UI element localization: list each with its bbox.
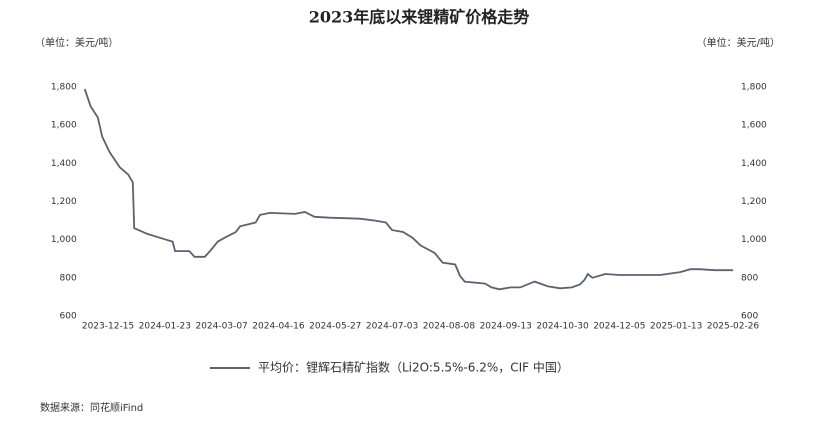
y-tick-label: 1,800	[51, 83, 77, 93]
x-tick-label: 2024-01-23	[139, 322, 191, 332]
x-tick-label: 2024-10-30	[536, 322, 589, 332]
y-tick-label: 1,400	[51, 159, 77, 169]
y2-tick-label: 1,600	[741, 121, 767, 131]
source-note: 数据来源：同花顺iFind	[40, 401, 143, 414]
y-tick-label: 1,600	[51, 121, 77, 131]
y-tick-label: 1,000	[51, 235, 77, 245]
y-tick-label: 800	[60, 273, 77, 283]
y2-tick-label: 600	[741, 312, 758, 322]
x-tick-label: 2023-12-15	[82, 322, 134, 332]
x-tick-label: 2024-09-13	[480, 322, 532, 332]
legend-label: 平均价：锂辉石精矿指数（Li2O:5.5%-6.2%，CIF 中国）	[258, 360, 569, 375]
x-tick-label: 2025-02-26	[707, 322, 760, 332]
x-tick-label: 2025-01-13	[650, 322, 702, 332]
x-tick-label: 2024-12-05	[593, 322, 645, 332]
chart-title: 2023年底以来锂精矿价格走势	[309, 8, 530, 27]
x-tick-label: 2024-03-07	[195, 322, 247, 332]
y2-tick-label: 1,400	[741, 159, 767, 169]
y2-tick-label: 1,800	[741, 83, 767, 93]
x-tick-label: 2024-04-16	[252, 322, 305, 332]
x-tick-label: 2024-08-08	[423, 322, 476, 332]
price-line	[83, 88, 733, 291]
x-tick-label: 2024-05-27	[309, 322, 361, 332]
y-axis-label: （单位：美元/吨）	[35, 36, 118, 49]
y2-tick-label: 1,200	[741, 197, 767, 207]
y2-tick-label: 800	[741, 273, 758, 283]
y-tick-label: 600	[60, 312, 77, 322]
y2-axis-label: （单位：美元/吨）	[697, 36, 780, 49]
y-tick-label: 1,200	[51, 197, 77, 207]
x-tick-label: 2024-07-03	[366, 322, 418, 332]
y2-tick-label: 1,000	[741, 235, 767, 245]
